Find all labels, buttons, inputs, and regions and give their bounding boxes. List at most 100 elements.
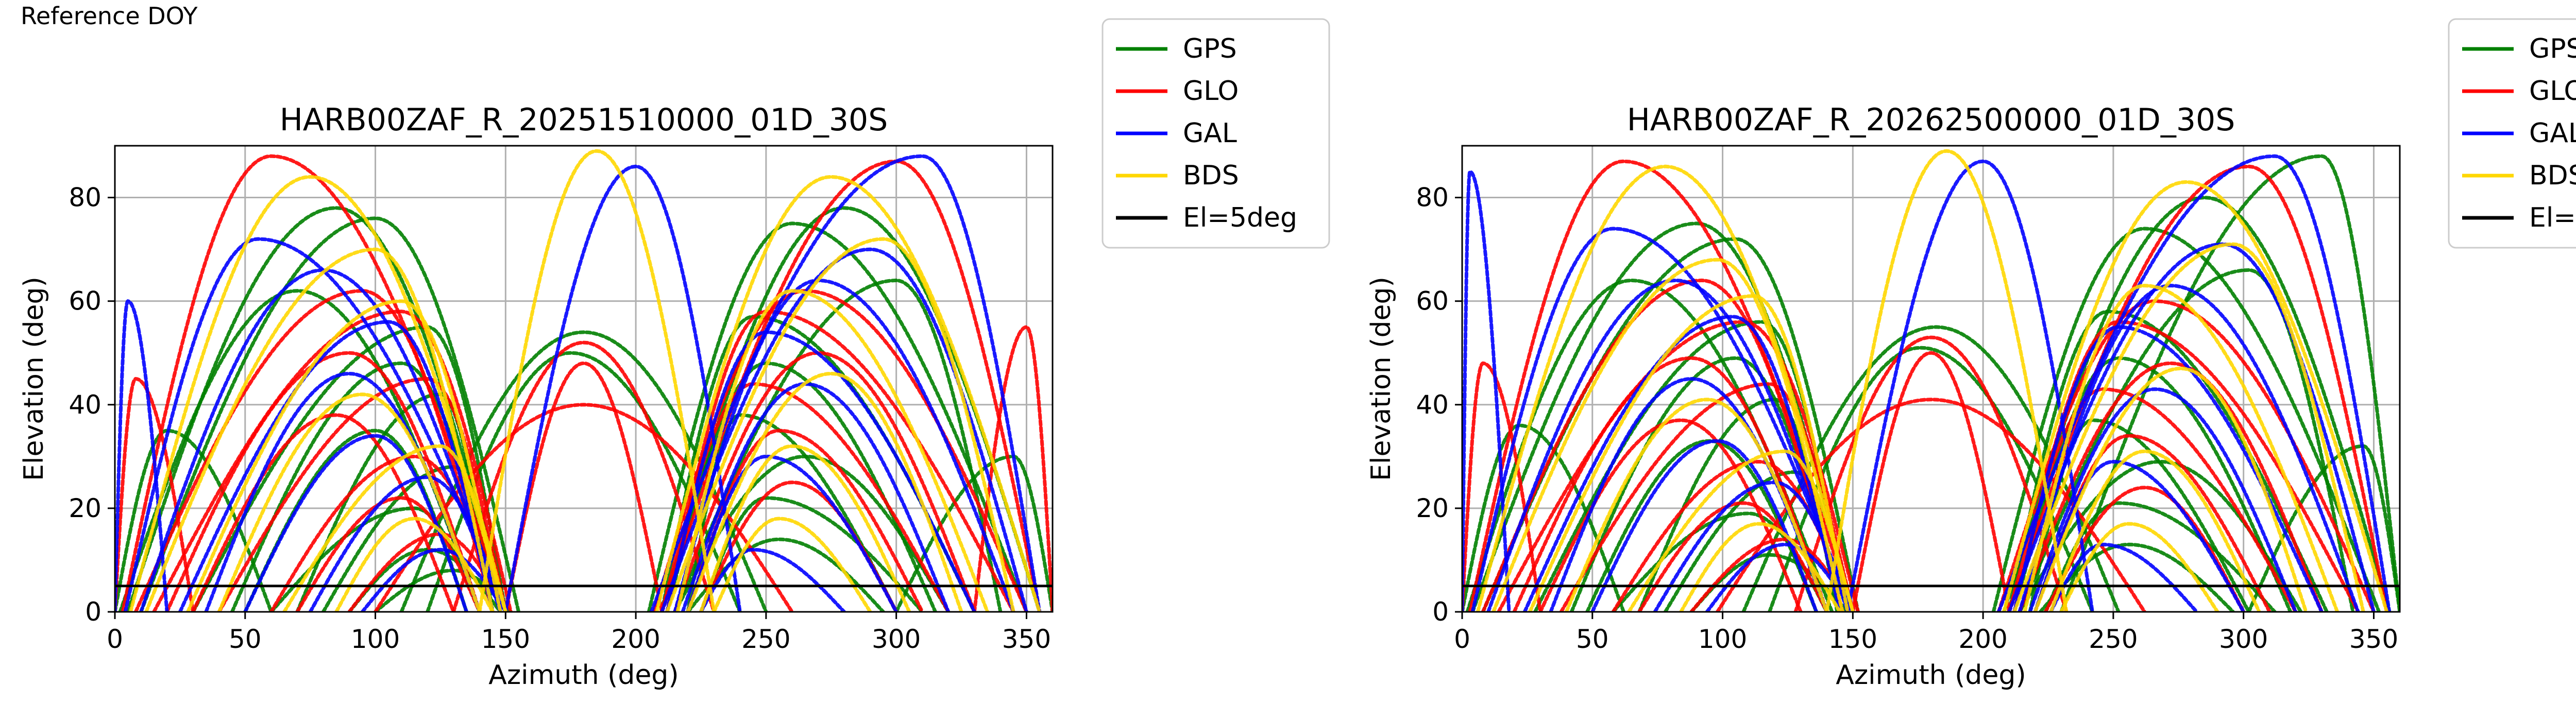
gal-track bbox=[660, 247, 1028, 612]
legend-entry: GAL bbox=[1183, 118, 1237, 149]
legend-entry: BDS bbox=[1183, 160, 1239, 191]
bds-track bbox=[2049, 449, 2261, 612]
bds-track bbox=[1627, 449, 1855, 612]
chart-title: HARB00ZAF_R_20262500000_01D_30S bbox=[1627, 102, 2235, 138]
glo-track bbox=[1481, 278, 1844, 612]
legend: GPS GLO GAL BDS El=5deg bbox=[2448, 18, 2576, 249]
bds-track bbox=[2059, 522, 2219, 612]
y-tick-label: 80 bbox=[1416, 183, 1449, 213]
gps-track bbox=[673, 278, 1003, 612]
y-tick-label: 40 bbox=[1416, 390, 1449, 420]
glo-track bbox=[2018, 361, 2324, 612]
gal-track bbox=[139, 268, 502, 612]
gps-track bbox=[1991, 227, 2381, 612]
gps-track bbox=[139, 216, 521, 612]
bds-track bbox=[712, 517, 872, 612]
plot-area bbox=[1462, 149, 2400, 612]
legend-entry: El=5deg bbox=[2529, 202, 2576, 233]
glo-track bbox=[1851, 351, 2011, 612]
gal-track bbox=[665, 330, 976, 612]
x-axis-label: Azimuth (deg) bbox=[1836, 660, 2026, 691]
x-tick-label: 350 bbox=[1002, 624, 1051, 654]
gal-track bbox=[2033, 459, 2246, 612]
bds-track bbox=[1679, 522, 1842, 612]
y-axis-label: Elevation (deg) bbox=[1366, 277, 1397, 481]
plot-area bbox=[115, 149, 1053, 612]
bds-track bbox=[655, 175, 1042, 612]
gal-track bbox=[123, 237, 507, 612]
gal-track bbox=[2018, 283, 2360, 612]
gal-track bbox=[178, 320, 495, 612]
gps-track bbox=[647, 221, 1028, 612]
glo-track bbox=[972, 325, 1053, 612]
chart-panel-2: 0 50 100 150 200 250 300 350 0 20 40 60 80 HARB00ZAF_… bbox=[1366, 18, 2576, 691]
y-axis-label: Elevation (deg) bbox=[19, 277, 49, 481]
axes-frame bbox=[114, 145, 1054, 613]
x-tick-label: 300 bbox=[2219, 624, 2268, 654]
bds-track bbox=[128, 175, 507, 612]
x-tick-label: 150 bbox=[1828, 624, 1877, 654]
bds-track bbox=[334, 517, 495, 612]
glo-track bbox=[503, 361, 664, 612]
gal-track bbox=[2012, 325, 2324, 612]
legend-entry: GPS bbox=[1183, 33, 1237, 64]
bds-track bbox=[675, 289, 990, 612]
gal-track bbox=[2028, 387, 2298, 612]
y-tick-label: 60 bbox=[69, 286, 101, 316]
legend-entry: GAL bbox=[2529, 118, 2576, 149]
legend-entry: El=5deg bbox=[1183, 202, 1297, 233]
bds-track bbox=[186, 299, 502, 612]
bds-track bbox=[217, 392, 482, 612]
glo-track bbox=[451, 340, 716, 612]
x-tick-label: 0 bbox=[107, 624, 123, 654]
x-tick-label: 50 bbox=[229, 624, 262, 654]
x-tick-label: 300 bbox=[872, 624, 921, 654]
gal-track bbox=[649, 154, 1042, 612]
axes-frame bbox=[1461, 145, 2401, 613]
glo-track bbox=[295, 496, 482, 612]
x-tick-label: 250 bbox=[741, 624, 790, 654]
legend-entry: BDS bbox=[2529, 160, 2576, 191]
gal-track bbox=[1705, 542, 1855, 612]
gal-track bbox=[2049, 542, 2199, 612]
bds-track bbox=[478, 149, 716, 612]
gal-track bbox=[1462, 169, 1511, 612]
gps-track bbox=[269, 506, 482, 612]
x-tick-label: 0 bbox=[1454, 624, 1470, 654]
bds-track bbox=[1825, 149, 2069, 612]
x-tick-label: 150 bbox=[481, 624, 530, 654]
glo-track bbox=[152, 310, 513, 612]
chart-panel-1: 0 50 100 150 200 250 300 350 0 20 40 60 80 HARB00ZAF_… bbox=[19, 18, 1330, 691]
x-tick-label: 350 bbox=[2349, 624, 2398, 654]
glo-track bbox=[1637, 501, 1829, 612]
y-tick-label: 80 bbox=[69, 183, 101, 213]
gal-track bbox=[503, 164, 742, 612]
bds-track bbox=[1564, 398, 1829, 612]
bds-track bbox=[1492, 258, 1844, 612]
bds-track bbox=[699, 444, 911, 612]
legend: GPS GLO GAL BDS El=5deg bbox=[1101, 18, 1330, 249]
y-tick-label: 0 bbox=[1432, 597, 1449, 627]
bds-track bbox=[1528, 294, 1850, 612]
legend-entry: GPS bbox=[2529, 33, 2576, 64]
y-tick-label: 0 bbox=[85, 597, 101, 627]
bds-track bbox=[2002, 180, 2389, 612]
gal-track bbox=[1470, 227, 1855, 612]
reference-doy-label: Reference DOY bbox=[21, 2, 198, 30]
x-tick-label: 200 bbox=[1958, 624, 2007, 654]
y-tick-label: 60 bbox=[1416, 286, 1449, 316]
glo-track bbox=[1793, 335, 2069, 612]
legend-entry: GLO bbox=[2529, 76, 2576, 107]
chart-title: HARB00ZAF_R_20251510000_01D_30S bbox=[280, 102, 888, 138]
x-tick-label: 100 bbox=[351, 624, 400, 654]
x-axis-label: Azimuth (deg) bbox=[488, 660, 679, 691]
x-tick-label: 250 bbox=[2089, 624, 2138, 654]
bds-track bbox=[2033, 366, 2308, 612]
y-tick-label: 40 bbox=[69, 390, 101, 420]
x-tick-label: 200 bbox=[611, 624, 660, 654]
bds-track bbox=[144, 247, 495, 612]
bds-track bbox=[1476, 164, 1855, 612]
bds-track bbox=[282, 444, 507, 612]
gal-track bbox=[1996, 154, 2392, 612]
